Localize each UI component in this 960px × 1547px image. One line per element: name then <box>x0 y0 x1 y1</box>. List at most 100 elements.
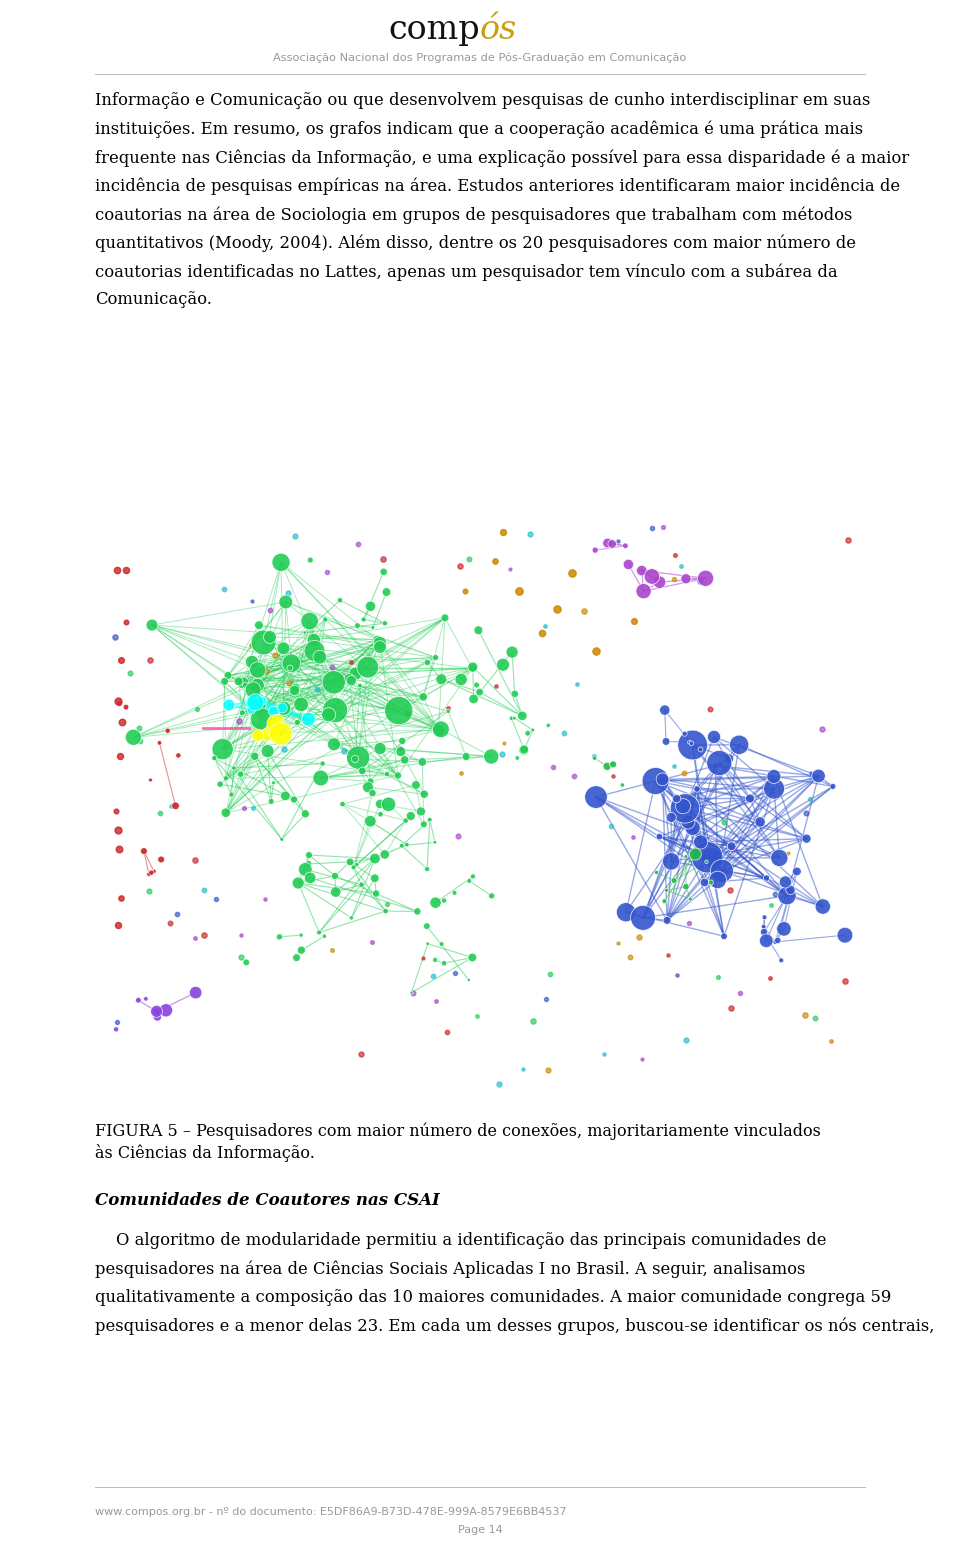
Point <box>367 866 382 891</box>
Point <box>126 726 141 750</box>
Point <box>254 688 270 713</box>
Point <box>111 692 127 716</box>
Point <box>614 772 630 797</box>
Point <box>255 630 271 654</box>
Point <box>703 696 718 721</box>
Point <box>233 922 249 947</box>
Point <box>246 678 261 702</box>
Point <box>217 577 232 602</box>
Point <box>297 620 312 645</box>
Point <box>379 891 395 916</box>
Point <box>611 529 626 554</box>
Point <box>363 594 378 619</box>
Point <box>778 869 793 894</box>
Point <box>626 825 641 849</box>
Point <box>245 710 260 735</box>
Point <box>437 605 452 630</box>
Point <box>504 640 519 665</box>
Point <box>632 924 647 948</box>
Point <box>466 865 481 890</box>
Point <box>162 910 178 934</box>
Point <box>327 698 343 722</box>
Point <box>110 913 126 937</box>
Point <box>461 546 476 571</box>
Point <box>250 673 265 698</box>
Text: pesquisadores e a menor delas 23. Em cada um desses grupos, buscou-se identifica: pesquisadores e a menor delas 23. Em cad… <box>95 1318 934 1335</box>
Point <box>149 999 164 1024</box>
Point <box>763 893 779 917</box>
Point <box>422 808 438 832</box>
Point <box>337 738 352 763</box>
Point <box>576 599 591 623</box>
Point <box>152 730 167 755</box>
Point <box>154 848 169 873</box>
Point <box>169 902 184 927</box>
Point <box>365 930 380 954</box>
Point <box>465 945 480 970</box>
Point <box>252 696 267 721</box>
Point <box>484 744 499 769</box>
Point <box>714 859 730 883</box>
Text: Comunicação.: Comunicação. <box>95 291 212 308</box>
Text: às Ciências da Informação.: às Ciências da Informação. <box>95 1143 315 1162</box>
Point <box>348 661 363 685</box>
Text: qualitativamente a composição das 10 maiores comunidades. A maior comunidade con: qualitativamente a composição das 10 mai… <box>95 1289 892 1306</box>
Point <box>282 656 298 681</box>
Point <box>723 877 738 902</box>
Point <box>294 692 309 716</box>
Point <box>789 859 804 883</box>
Point <box>298 857 313 882</box>
Point <box>495 520 511 545</box>
Point <box>144 613 159 637</box>
Point <box>666 753 682 778</box>
Point <box>469 1004 485 1029</box>
Point <box>410 899 425 924</box>
Point <box>251 693 266 718</box>
Point <box>465 656 480 681</box>
Point <box>321 702 336 727</box>
Point <box>272 925 287 950</box>
Point <box>149 999 164 1024</box>
Point <box>276 696 292 721</box>
Point <box>657 890 672 914</box>
Point <box>326 732 342 756</box>
Point <box>277 783 293 808</box>
Point <box>110 688 126 713</box>
Point <box>391 698 406 722</box>
Point <box>569 671 585 696</box>
Point <box>678 845 693 869</box>
Point <box>716 811 732 835</box>
Point <box>427 947 443 972</box>
Point <box>564 562 580 586</box>
Point <box>692 569 708 594</box>
Point <box>335 792 350 817</box>
Point <box>837 924 852 948</box>
Point <box>502 557 517 582</box>
Point <box>652 825 667 849</box>
Point <box>108 798 124 823</box>
Point <box>767 882 782 907</box>
Point <box>441 699 456 724</box>
Point <box>350 532 366 557</box>
Point <box>394 739 409 764</box>
Point <box>221 693 236 718</box>
Point <box>803 787 818 812</box>
Point <box>496 730 512 755</box>
Point <box>370 628 385 653</box>
Point <box>446 880 462 905</box>
Point <box>231 709 247 733</box>
Point <box>287 678 302 702</box>
Point <box>753 809 768 834</box>
Point <box>197 922 212 947</box>
Point <box>372 631 388 656</box>
Point <box>420 931 436 956</box>
Point <box>621 552 636 577</box>
Point <box>396 747 412 772</box>
Point <box>684 815 700 840</box>
Point <box>634 558 649 583</box>
Text: pesquisadores na área de Ciências Sociais Aplicadas I no Brasil. A seguir, anali: pesquisadores na área de Ciências Sociai… <box>95 1261 805 1278</box>
Point <box>599 753 614 778</box>
Point <box>289 945 304 970</box>
Point <box>311 920 326 945</box>
Point <box>826 774 841 798</box>
